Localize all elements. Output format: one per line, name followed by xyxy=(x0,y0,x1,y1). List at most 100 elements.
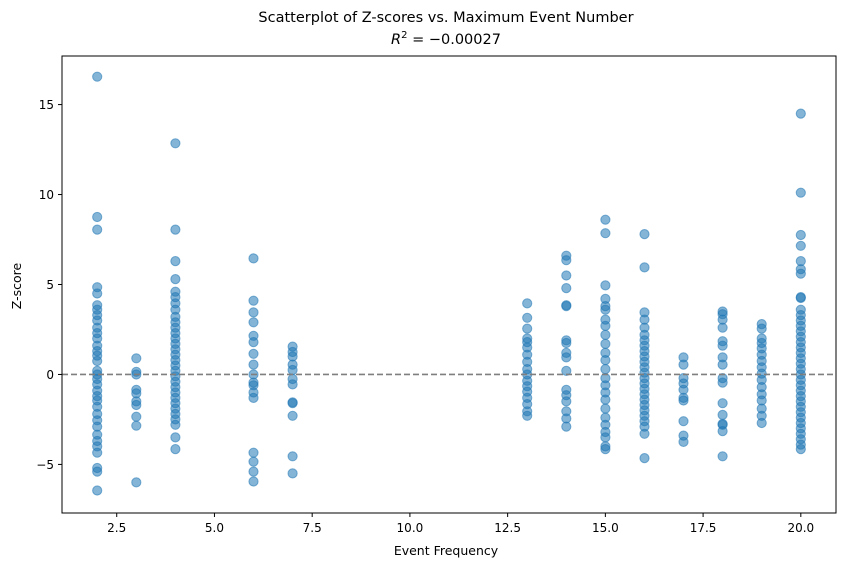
data-point xyxy=(678,359,689,370)
data-point xyxy=(170,432,181,443)
data-point xyxy=(92,211,103,223)
data-point xyxy=(717,322,728,333)
data-point xyxy=(131,411,142,422)
data-point xyxy=(639,262,650,273)
data-point xyxy=(678,436,689,447)
data-point xyxy=(717,359,728,370)
data-point xyxy=(92,224,103,235)
data-point xyxy=(248,476,259,487)
data-point xyxy=(92,288,103,299)
y-tick-label: 0 xyxy=(46,368,54,382)
data-point xyxy=(795,292,806,304)
x-tick-label: 2.5 xyxy=(107,521,126,535)
data-point xyxy=(600,394,611,405)
data-point xyxy=(795,240,806,251)
data-point xyxy=(561,421,572,432)
data-point xyxy=(678,395,689,406)
data-point xyxy=(522,410,533,421)
data-point xyxy=(248,466,259,477)
data-point xyxy=(92,71,103,82)
y-tick-label: 15 xyxy=(39,98,54,112)
x-axis-label: Event Frequency xyxy=(394,543,499,558)
data-point xyxy=(639,453,650,464)
data-point xyxy=(170,274,181,285)
data-point xyxy=(170,138,181,149)
data-point xyxy=(522,298,533,309)
data-point xyxy=(600,214,611,225)
subtitle-base: R xyxy=(391,32,401,48)
data-point xyxy=(248,348,259,359)
data-point xyxy=(561,337,572,349)
subtitle-value: = −0.00027 xyxy=(407,32,500,48)
data-point xyxy=(561,283,572,294)
data-point xyxy=(600,329,611,340)
data-point xyxy=(131,353,142,364)
data-point xyxy=(92,355,103,367)
data-point xyxy=(248,359,259,370)
data-point xyxy=(248,253,259,264)
data-point xyxy=(561,301,572,312)
data-point xyxy=(600,355,611,366)
data-point xyxy=(522,312,533,323)
data-point xyxy=(170,419,181,430)
data-point xyxy=(717,398,728,409)
y-axis-label: Z-score xyxy=(9,262,24,309)
data-point xyxy=(248,392,259,403)
data-point xyxy=(717,340,728,351)
data-point xyxy=(600,228,611,239)
y-tick-label: 10 xyxy=(39,188,54,202)
x-tick-label: 15.0 xyxy=(592,521,619,535)
axes: 2.5 5.0 7.5 10.0 12.5 15.0 17.5 20.0 −5 0 5 10 15 xyxy=(36,55,837,535)
x-tick-label: 17.5 xyxy=(690,521,717,535)
data-point xyxy=(795,229,806,241)
y-tick-label: −5 xyxy=(36,458,54,472)
data-point xyxy=(795,187,806,198)
data-point xyxy=(600,432,611,443)
data-point xyxy=(248,337,259,348)
data-point xyxy=(561,365,572,376)
x-tick-label: 10.0 xyxy=(397,521,424,535)
data-point xyxy=(287,379,298,390)
data-point xyxy=(522,323,533,334)
data-point xyxy=(131,399,142,411)
data-point xyxy=(639,229,650,240)
chart-title: Scatterplot of Z-scores vs. Maximum Even… xyxy=(258,10,633,26)
data-point xyxy=(131,477,142,488)
data-point xyxy=(561,270,572,281)
data-point xyxy=(287,451,298,462)
data-point xyxy=(639,428,650,439)
data-point xyxy=(795,108,806,119)
data-point xyxy=(717,409,728,420)
data-point xyxy=(561,396,572,407)
data-point xyxy=(170,444,181,455)
data-point xyxy=(248,456,259,467)
data-point xyxy=(678,416,689,427)
data-point xyxy=(600,444,611,455)
data-point xyxy=(92,447,103,458)
data-point xyxy=(287,468,298,479)
data-point xyxy=(131,420,142,431)
x-tick-label: 12.5 xyxy=(494,521,521,535)
x-tick-label: 7.5 xyxy=(303,521,322,535)
plot-frame xyxy=(61,55,837,514)
data-point xyxy=(287,398,298,409)
data-point xyxy=(600,280,611,291)
data-point xyxy=(287,364,298,376)
data-point xyxy=(287,410,298,421)
subtitle-superscript: 2 xyxy=(401,30,407,41)
data-point xyxy=(600,304,611,315)
chart-subtitle: R2 = −0.00027 xyxy=(391,30,501,48)
data-point xyxy=(717,451,728,462)
data-point xyxy=(717,426,728,437)
data-point xyxy=(756,417,767,429)
data-point xyxy=(170,256,181,267)
data-point xyxy=(170,224,181,235)
data-point xyxy=(795,444,806,455)
data-point xyxy=(756,323,767,334)
data-point xyxy=(600,338,611,349)
x-tick-label: 20.0 xyxy=(787,521,814,535)
data-point xyxy=(795,268,806,279)
x-tick-label: 5.0 xyxy=(205,521,224,535)
data-point xyxy=(92,466,103,477)
